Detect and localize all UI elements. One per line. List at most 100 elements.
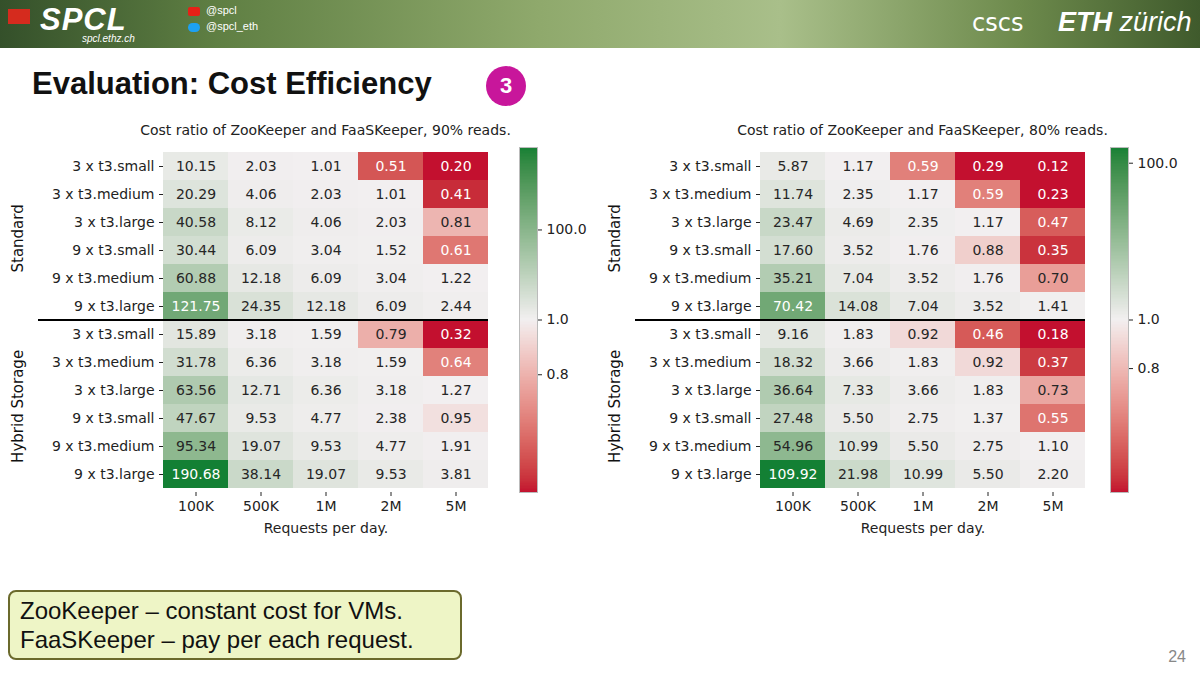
svg-text:1.10: 1.10: [1037, 438, 1068, 454]
svg-text:4.69: 4.69: [842, 214, 873, 230]
svg-text:5M: 5M: [446, 498, 467, 514]
svg-text:1.0: 1.0: [547, 311, 569, 327]
svg-text:1.83: 1.83: [842, 326, 873, 342]
svg-text:2.38: 2.38: [375, 410, 406, 426]
svg-text:0.70: 0.70: [1037, 270, 1068, 286]
svg-text:1.83: 1.83: [907, 354, 938, 370]
svg-text:0.23: 0.23: [1037, 186, 1068, 202]
svg-text:0.61: 0.61: [440, 242, 471, 258]
svg-text:100K: 100K: [178, 498, 215, 514]
svg-text:2.03: 2.03: [375, 214, 406, 230]
svg-text:100.0: 100.0: [1138, 155, 1178, 171]
svg-text:10.99: 10.99: [838, 438, 878, 454]
svg-text:3 x t3.medium: 3 x t3.medium: [52, 186, 154, 202]
svg-text:0.8: 0.8: [547, 366, 569, 382]
svg-text:3 x t3.large: 3 x t3.large: [671, 214, 751, 230]
svg-text:0.41: 0.41: [440, 186, 471, 202]
svg-text:12.18: 12.18: [241, 270, 281, 286]
svg-text:70.42: 70.42: [773, 298, 813, 314]
svg-text:109.92: 109.92: [769, 466, 818, 482]
svg-text:6.09: 6.09: [310, 270, 341, 286]
svg-text:38.14: 38.14: [241, 466, 281, 482]
svg-text:0.64: 0.64: [440, 354, 471, 370]
svg-text:1.59: 1.59: [375, 354, 406, 370]
svg-text:100K: 100K: [775, 498, 812, 514]
svg-text:2M: 2M: [381, 498, 402, 514]
svg-text:500K: 500K: [243, 498, 280, 514]
svg-text:9 x t3.small: 9 x t3.small: [72, 410, 154, 426]
svg-text:1.17: 1.17: [972, 214, 1003, 230]
svg-text:190.68: 190.68: [172, 466, 221, 482]
svg-text:20.29: 20.29: [176, 186, 216, 202]
svg-text:3 x t3.small: 3 x t3.small: [669, 326, 751, 342]
svg-text:1.59: 1.59: [310, 326, 341, 342]
svg-text:0.18: 0.18: [1037, 326, 1068, 342]
svg-text:0.32: 0.32: [440, 326, 471, 342]
svg-text:3 x t3.large: 3 x t3.large: [74, 382, 154, 398]
svg-text:0.92: 0.92: [907, 326, 938, 342]
svg-text:6.36: 6.36: [245, 354, 276, 370]
svg-text:1.83: 1.83: [972, 382, 1003, 398]
svg-text:12.18: 12.18: [306, 298, 346, 314]
svg-text:5.87: 5.87: [777, 158, 808, 174]
svg-text:17.60: 17.60: [773, 242, 813, 258]
svg-text:54.96: 54.96: [773, 438, 813, 454]
svg-text:0.81: 0.81: [440, 214, 471, 230]
svg-text:11.74: 11.74: [773, 186, 813, 202]
svg-text:2M: 2M: [978, 498, 999, 514]
svg-text:40.58: 40.58: [176, 214, 216, 230]
svg-text:0.92: 0.92: [972, 354, 1003, 370]
svg-text:4.06: 4.06: [245, 186, 276, 202]
svg-text:0.29: 0.29: [972, 158, 1003, 174]
svg-text:0.35: 0.35: [1037, 242, 1068, 258]
svg-text:1.01: 1.01: [375, 186, 406, 202]
svg-text:21.98: 21.98: [838, 466, 878, 482]
svg-text:47.67: 47.67: [176, 410, 216, 426]
svg-text:14.08: 14.08: [838, 298, 878, 314]
svg-text:10.99: 10.99: [903, 466, 943, 482]
svg-text:0.59: 0.59: [907, 158, 938, 174]
svg-text:3.66: 3.66: [842, 354, 873, 370]
svg-text:63.56: 63.56: [176, 382, 216, 398]
svg-text:9 x t3.large: 9 x t3.large: [671, 298, 751, 314]
svg-text:2.03: 2.03: [245, 158, 276, 174]
svg-text:0.59: 0.59: [972, 186, 1003, 202]
svg-text:19.07: 19.07: [306, 466, 346, 482]
svg-text:9 x t3.medium: 9 x t3.medium: [52, 270, 154, 286]
svg-text:1.22: 1.22: [440, 270, 471, 286]
svg-text:1.76: 1.76: [972, 270, 1003, 286]
svg-text:2.75: 2.75: [972, 438, 1003, 454]
svg-text:95.34: 95.34: [176, 438, 216, 454]
svg-text:5M: 5M: [1043, 498, 1064, 514]
svg-text:60.88: 60.88: [176, 270, 216, 286]
svg-text:1.01: 1.01: [310, 158, 341, 174]
svg-text:3 x t3.medium: 3 x t3.medium: [649, 354, 751, 370]
svg-text:2.03: 2.03: [310, 186, 341, 202]
svg-text:6.09: 6.09: [375, 298, 406, 314]
svg-text:0.20: 0.20: [440, 158, 471, 174]
svg-text:6.36: 6.36: [310, 382, 341, 398]
svg-text:36.64: 36.64: [773, 382, 813, 398]
svg-text:3 x t3.large: 3 x t3.large: [671, 382, 751, 398]
svg-text:27.48: 27.48: [773, 410, 813, 426]
svg-text:7.04: 7.04: [907, 298, 938, 314]
svg-text:9 x t3.small: 9 x t3.small: [669, 242, 751, 258]
svg-text:1.91: 1.91: [440, 438, 471, 454]
svg-text:1.41: 1.41: [1037, 298, 1068, 314]
svg-text:3 x t3.medium: 3 x t3.medium: [649, 186, 751, 202]
svg-text:18.32: 18.32: [773, 354, 813, 370]
svg-text:0.55: 0.55: [1037, 410, 1068, 426]
svg-text:0.88: 0.88: [972, 242, 1003, 258]
svg-text:31.78: 31.78: [176, 354, 216, 370]
svg-text:0.46: 0.46: [972, 326, 1003, 342]
svg-text:2.35: 2.35: [907, 214, 938, 230]
svg-text:8.12: 8.12: [245, 214, 276, 230]
svg-text:Hybrid Storage: Hybrid Storage: [606, 350, 624, 463]
svg-text:1.27: 1.27: [440, 382, 471, 398]
svg-text:500K: 500K: [840, 498, 877, 514]
svg-text:3 x t3.small: 3 x t3.small: [669, 158, 751, 174]
svg-text:3.04: 3.04: [375, 270, 406, 286]
svg-text:2.20: 2.20: [1037, 466, 1068, 482]
svg-text:3.18: 3.18: [310, 354, 341, 370]
svg-text:10.15: 10.15: [176, 158, 216, 174]
